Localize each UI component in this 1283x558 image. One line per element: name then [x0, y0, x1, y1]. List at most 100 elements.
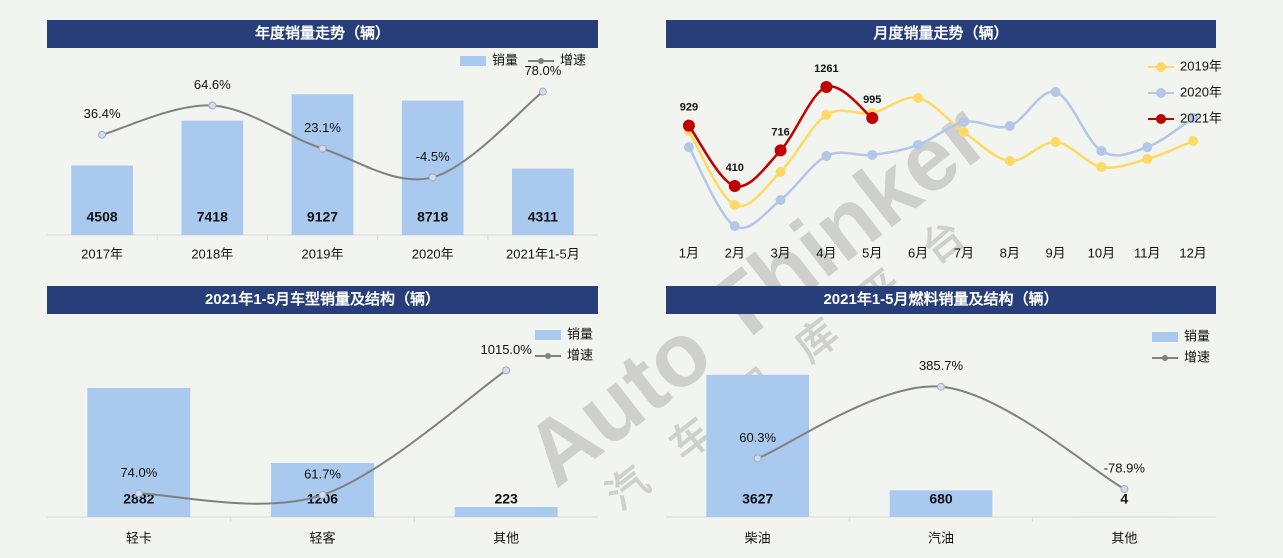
bar-value-label: 4311 [528, 209, 559, 225]
x-tick-label: 2018年 [191, 246, 233, 261]
legend-dot [1162, 355, 1168, 361]
x-tick-label: 其他 [1111, 530, 1137, 545]
point [775, 194, 786, 205]
bar-value-label: 223 [494, 491, 518, 507]
bar [706, 374, 809, 517]
point [867, 149, 878, 160]
x-tick-label: 其他 [493, 530, 519, 545]
point [729, 199, 740, 210]
point [913, 139, 924, 150]
point [775, 166, 786, 177]
line-value-label: 23.1% [304, 120, 341, 135]
point [1142, 154, 1153, 165]
point [958, 127, 969, 138]
line-value-label: 60.3% [739, 430, 776, 445]
line [757, 385, 1125, 490]
legend-dot [1156, 88, 1166, 98]
point [1050, 87, 1061, 98]
x-tick-label: 轻卡 [126, 530, 152, 545]
legend-label: 增速 [1184, 349, 1210, 364]
x-tick-label: 8月 [1000, 245, 1020, 260]
line-value-label: 1261 [814, 63, 838, 75]
point [753, 454, 762, 463]
line-value-label: -78.9% [1104, 460, 1146, 475]
point [820, 81, 833, 94]
point [937, 382, 945, 391]
point [318, 490, 327, 499]
line-value-label: 995 [863, 94, 881, 106]
bar-value-label: 9127 [307, 209, 338, 225]
line-value-label: 36.4% [84, 106, 121, 121]
point [821, 150, 832, 161]
x-tick-label: 11月 [1134, 245, 1161, 260]
line-value-label: 74.0% [120, 465, 157, 480]
point [913, 92, 924, 103]
chart-title: 2021年1-5月车型销量及结构（辆） [205, 290, 440, 308]
point [1004, 120, 1015, 131]
point [98, 130, 107, 139]
point [1004, 155, 1015, 166]
point [821, 109, 832, 120]
title-bar [666, 286, 1216, 314]
bar-value-label: 4 [1120, 491, 1128, 507]
line-value-label: 1015.0% [481, 342, 533, 357]
legend-label: 2020年 [1180, 84, 1222, 99]
bar [181, 120, 244, 235]
x-tick-label: 10月 [1088, 245, 1115, 260]
point [729, 221, 740, 232]
legend-dot [1156, 114, 1166, 124]
legend-label: 增速 [560, 52, 586, 67]
point [1096, 145, 1107, 156]
legend-label: 增速 [567, 347, 593, 362]
point [866, 111, 879, 124]
bar-value-label: 4508 [87, 209, 118, 225]
bar [71, 165, 133, 235]
point [502, 366, 511, 375]
x-tick-label: 2021年1-5月 [506, 246, 580, 261]
x-tick-label: 2019年 [302, 246, 344, 261]
line-value-label: 385.7% [919, 358, 964, 373]
bar [291, 94, 354, 235]
x-tick-label: 1月 [679, 245, 699, 260]
line-value-label: 78.0% [524, 63, 561, 78]
line-value-label: 61.7% [304, 466, 341, 481]
x-tick-label: 7月 [954, 245, 974, 260]
point [318, 144, 327, 153]
title-bar [666, 20, 1216, 48]
x-tick-label: 5月 [862, 245, 882, 260]
line-value-label: -4.5% [416, 149, 450, 164]
chart-title: 2021年1-5月燃料销量及结构（辆） [823, 290, 1058, 308]
legend-label: 销量 [1184, 328, 1210, 343]
bar-value-label: 8718 [417, 209, 448, 225]
line-value-label: 716 [771, 126, 789, 138]
title-bar [47, 20, 598, 48]
point [1142, 142, 1153, 153]
x-tick-label: 12月 [1179, 245, 1206, 260]
x-tick-label: 2017年 [81, 246, 123, 261]
point [1120, 485, 1129, 494]
chart-title: 月度销量走势（辆） [872, 24, 1008, 42]
legend-label: 2019年 [1180, 58, 1222, 73]
legend-swatch [460, 56, 486, 66]
line-value-label: 410 [726, 162, 744, 174]
x-tick-label: 9月 [1045, 245, 1065, 260]
point [1188, 135, 1199, 146]
x-tick-label: 汽油 [928, 530, 954, 545]
legend-dot [545, 353, 551, 359]
legend-swatch [1152, 332, 1178, 342]
x-tick-label: 6月 [908, 245, 928, 260]
x-tick-label: 轻客 [309, 530, 335, 545]
legend-label: 销量 [492, 52, 518, 67]
bar [512, 168, 574, 235]
point [428, 173, 437, 182]
x-tick-label: 2020年 [412, 246, 454, 261]
point [683, 142, 694, 153]
bar-value-label: 680 [929, 491, 953, 507]
line-value-label: 929 [680, 102, 698, 114]
legend-swatch [535, 330, 561, 340]
point [774, 144, 787, 157]
point [1096, 161, 1107, 172]
point [958, 117, 969, 128]
point [682, 119, 695, 132]
